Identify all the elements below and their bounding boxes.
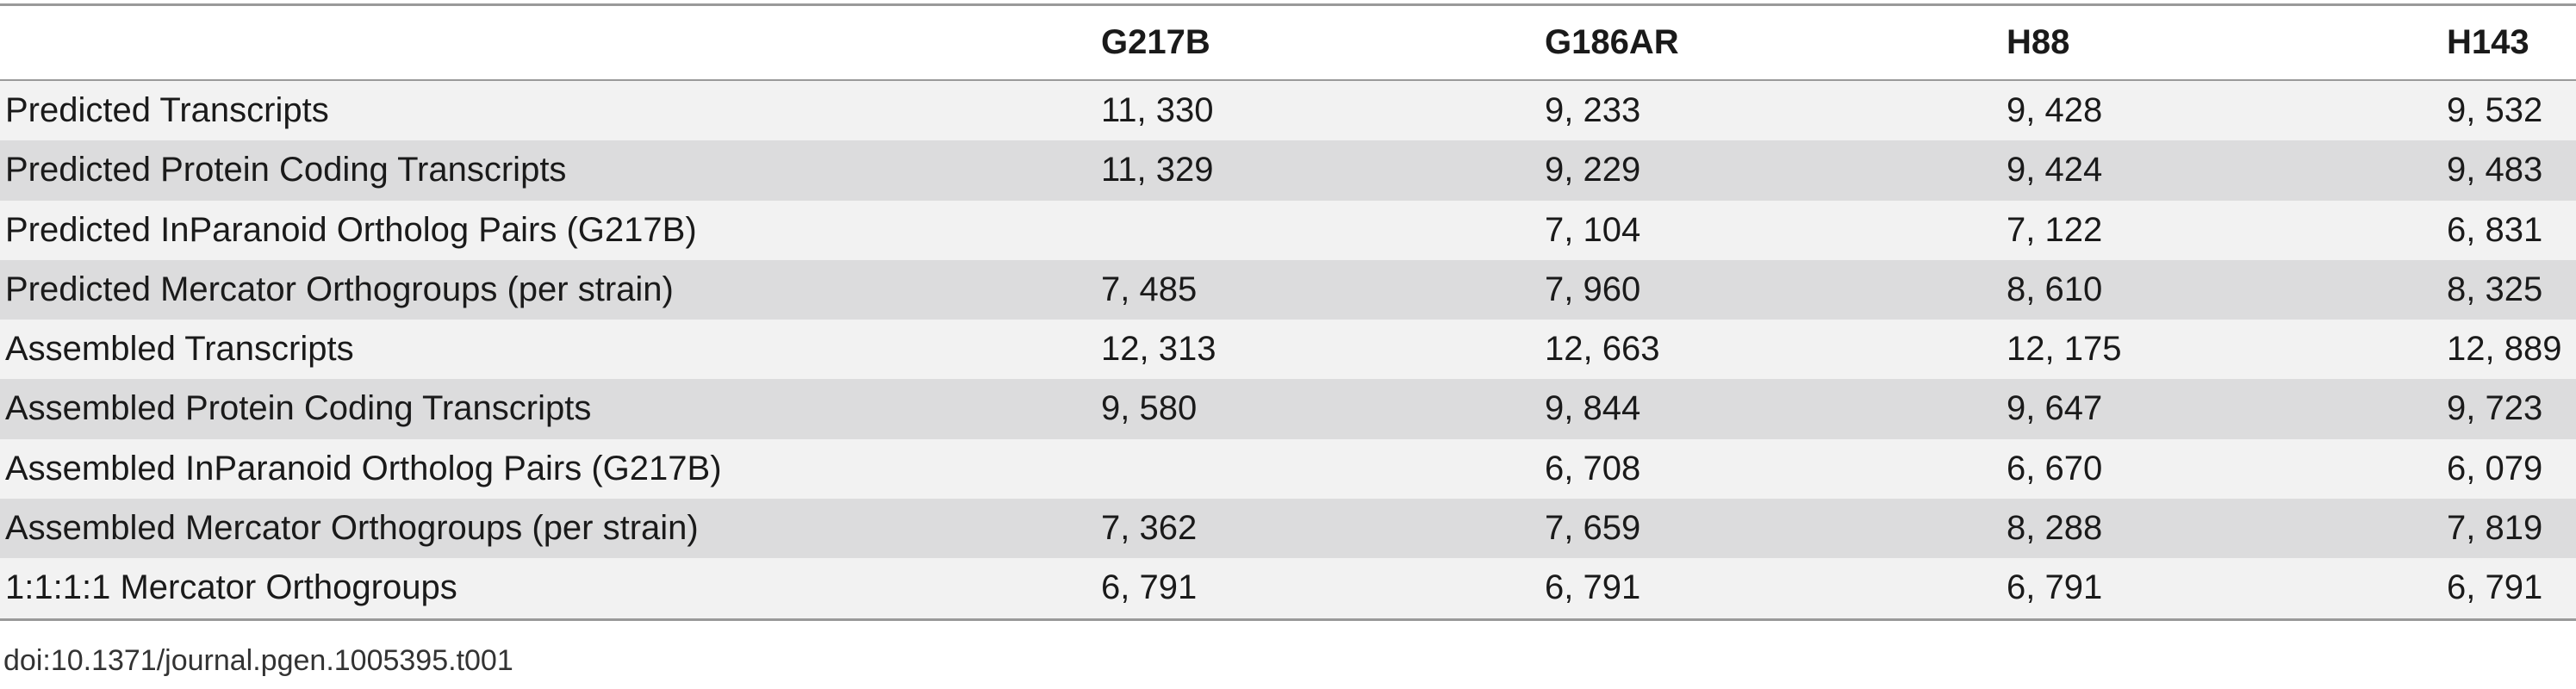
table-row: Assembled Transcripts 12, 313 12, 663 12…	[0, 320, 2576, 380]
cell-h143: 6, 831	[2447, 210, 2543, 249]
cell-h143: 8, 325	[2447, 270, 2543, 308]
cell-h88: 12, 175	[2007, 330, 2122, 369]
cell-h143: 9, 723	[2447, 389, 2543, 428]
cell-h143: 12, 889	[2447, 330, 2562, 369]
row-label: Predicted Mercator Orthogroups (per stra…	[5, 270, 674, 308]
cell-g186ar: 7, 659	[1545, 509, 1641, 548]
cell-h88: 6, 670	[2007, 449, 2103, 487]
cell-h143: 9, 483	[2447, 151, 2543, 189]
cell-h143: 9, 532	[2447, 91, 2543, 129]
column-header-h143: H143	[2447, 23, 2529, 61]
cell-g186ar: 12, 663	[1545, 330, 1660, 369]
cell-h88: 8, 610	[2007, 270, 2103, 308]
doi-caption: doi:10.1371/journal.pgen.1005395.t001	[3, 644, 513, 677]
table-top-rule	[0, 3, 2576, 6]
cell-g217b: 6, 791	[1101, 568, 1198, 607]
cell-g217b: 7, 485	[1101, 270, 1198, 308]
cell-h143: 6, 791	[2447, 568, 2543, 607]
column-header-g217b: G217B	[1101, 23, 1210, 61]
cell-h88: 6, 791	[2007, 568, 2103, 607]
table-header-row: G217B G186AR H88 H143	[0, 6, 2576, 79]
cell-g217b: 11, 329	[1101, 151, 1214, 189]
table-row: Predicted Protein Coding Transcripts 11,…	[0, 140, 2576, 201]
row-label: Predicted Protein Coding Transcripts	[5, 151, 567, 189]
row-label: Assembled Mercator Orthogroups (per stra…	[5, 509, 699, 548]
cell-g217b: 12, 313	[1101, 330, 1216, 369]
row-label: Predicted Transcripts	[5, 91, 329, 129]
cell-g217b: 11, 330	[1101, 91, 1214, 129]
cell-g186ar: 7, 960	[1545, 270, 1641, 308]
table-row: Predicted InParanoid Ortholog Pairs (G21…	[0, 200, 2576, 260]
table-row: 1:1:1:1 Mercator Orthogroups 6, 791 6, 7…	[0, 558, 2576, 618]
cell-g186ar: 6, 708	[1545, 449, 1641, 487]
row-label: Assembled Transcripts	[5, 330, 354, 369]
cell-h88: 8, 288	[2007, 509, 2103, 548]
cell-g217b: 7, 362	[1101, 509, 1198, 548]
table-row: Predicted Mercator Orthogroups (per stra…	[0, 259, 2576, 320]
column-header-h88: H88	[2007, 23, 2070, 61]
table-row: Assembled InParanoid Ortholog Pairs (G21…	[0, 438, 2576, 500]
row-label: Assembled Protein Coding Transcripts	[5, 389, 592, 428]
cell-g186ar: 6, 791	[1545, 568, 1641, 607]
cell-h143: 6, 079	[2447, 449, 2543, 487]
table-bottom-rule	[0, 618, 2576, 621]
cell-g186ar: 9, 844	[1545, 389, 1641, 428]
cell-h88: 9, 428	[2007, 91, 2103, 129]
table-row: Assembled Mercator Orthogroups (per stra…	[0, 499, 2576, 559]
table-body: Predicted Transcripts 11, 330 9, 233 9, …	[0, 81, 2576, 618]
table-header-rule	[0, 79, 2576, 81]
cell-h88: 7, 122	[2007, 210, 2103, 249]
table-row: Predicted Transcripts 11, 330 9, 233 9, …	[0, 81, 2576, 141]
cell-h88: 9, 647	[2007, 389, 2103, 428]
cell-g186ar: 9, 233	[1545, 91, 1641, 129]
cell-g186ar: 9, 229	[1545, 151, 1641, 189]
cell-h88: 9, 424	[2007, 151, 2103, 189]
cell-g186ar: 7, 104	[1545, 210, 1641, 249]
column-header-g186ar: G186AR	[1545, 23, 1679, 61]
row-label: 1:1:1:1 Mercator Orthogroups	[5, 568, 457, 607]
cell-h143: 7, 819	[2447, 509, 2543, 548]
cell-g217b: 9, 580	[1101, 389, 1198, 428]
row-label: Predicted InParanoid Ortholog Pairs (G21…	[5, 210, 697, 249]
row-label: Assembled InParanoid Ortholog Pairs (G21…	[5, 449, 722, 487]
table-row: Assembled Protein Coding Transcripts 9, …	[0, 379, 2576, 439]
